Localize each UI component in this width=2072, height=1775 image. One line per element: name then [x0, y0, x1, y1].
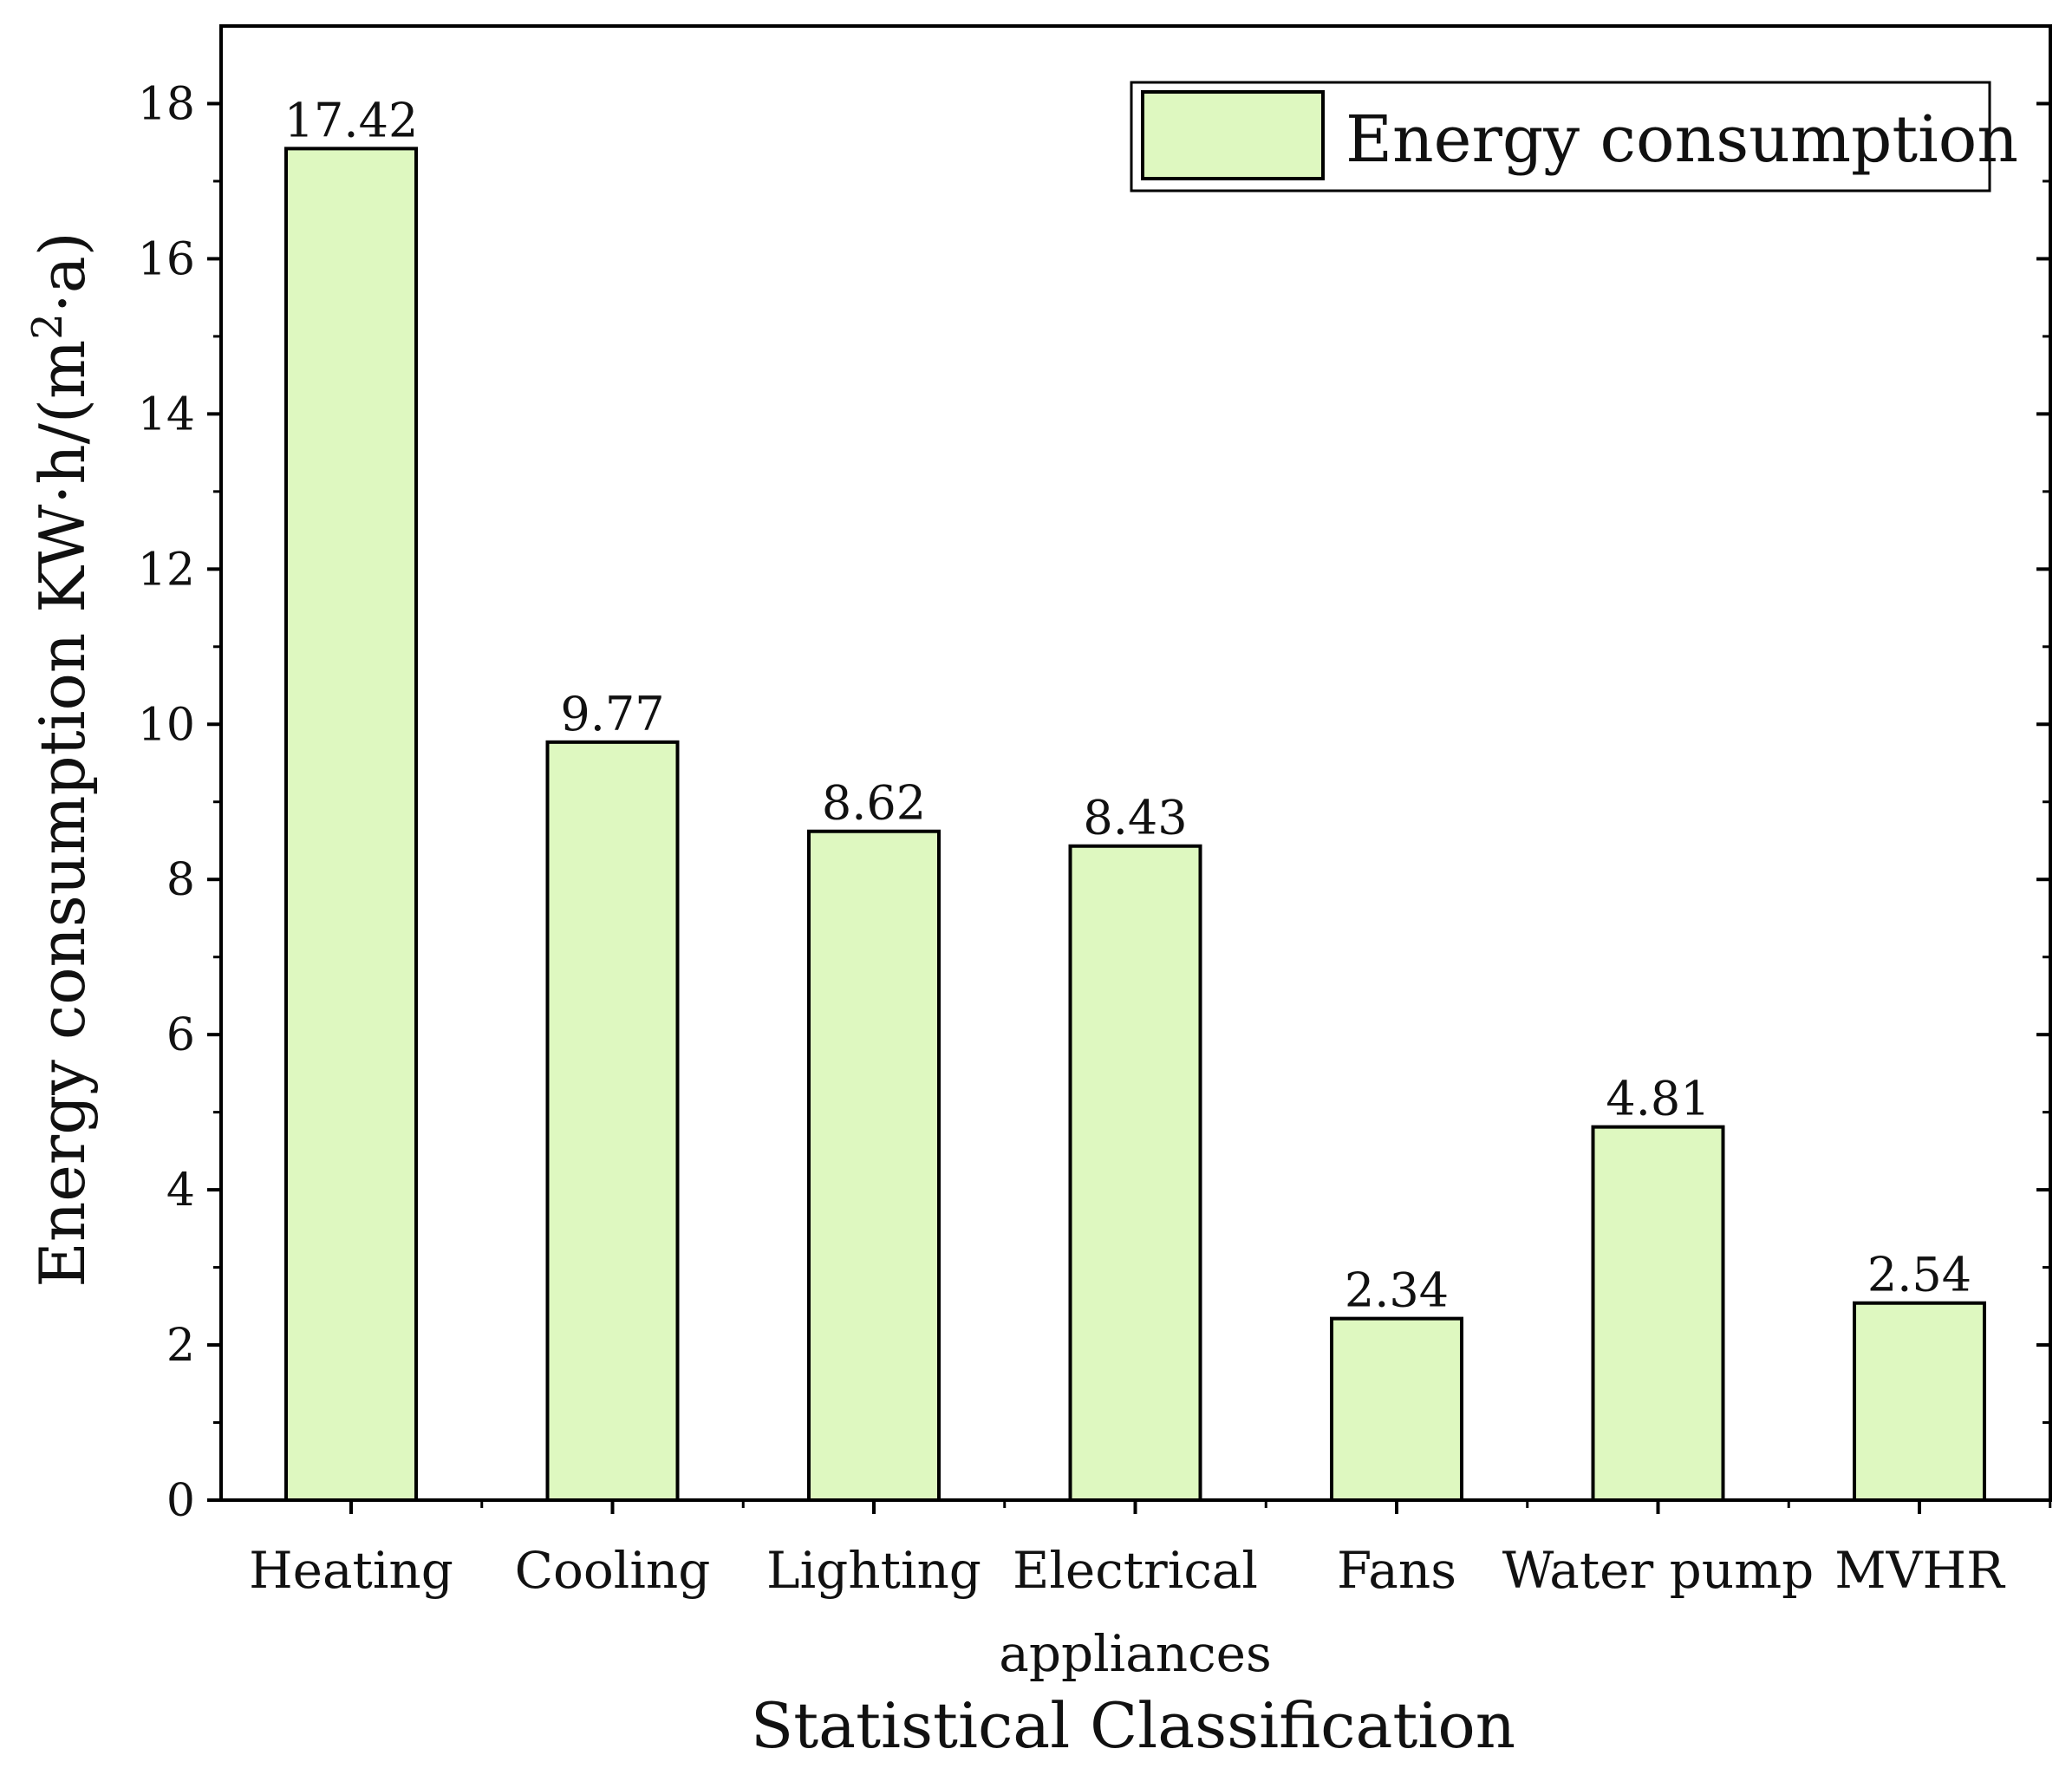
bar	[284, 147, 418, 1503]
y-axis-title: Energy consumption KW·h/(m2·a)	[23, 232, 99, 1287]
y-tick-label: 18	[138, 78, 195, 130]
y-tick-label: 6	[166, 1009, 195, 1061]
y-tick-label: 4	[166, 1165, 195, 1217]
data-labels: 17.42 9.77 8.62 8.43 2.34 4.81 2.54	[284, 93, 1971, 1317]
y-tick-label: 0	[166, 1475, 195, 1527]
x-tick-labels: Heating Cooling Lighting Electrical applianc…	[249, 1541, 2006, 1683]
y-tick-label: 12	[138, 544, 195, 596]
x-tick-label: Lighting	[766, 1541, 981, 1600]
bar	[545, 740, 680, 1502]
data-label: 2.54	[1867, 1248, 1971, 1302]
x-axis-title: Statistical Classification	[751, 1689, 1515, 1762]
data-label: 2.34	[1345, 1263, 1449, 1318]
x-tick-label: Fans	[1337, 1541, 1456, 1600]
bar	[1591, 1125, 1725, 1502]
x-tick-label: Water pump	[1502, 1541, 1815, 1600]
legend-label: Energy consumption	[1345, 102, 2018, 177]
x-tick-label-line: MVHR	[1834, 1541, 2006, 1600]
x-tick-label-line: Water pump	[1502, 1541, 1815, 1600]
data-label: 4.81	[1606, 1072, 1710, 1126]
y-tick-label: 10	[138, 699, 195, 751]
x-tick-label-line: Heating	[249, 1541, 453, 1600]
y-tick-label: 16	[138, 233, 195, 285]
y-tick-labels: 0 2 4 6 8 10 12 14 16 18	[138, 78, 195, 1527]
x-tick-label: Electrical appliances	[999, 1541, 1271, 1683]
x-tick-label-line: Lighting	[766, 1541, 981, 1600]
data-label: 9.77	[560, 687, 664, 741]
data-label: 17.42	[284, 93, 419, 147]
x-tick-label: Heating	[249, 1541, 453, 1600]
y-tick-label: 8	[166, 854, 195, 906]
x-tick-label-line: Electrical	[1013, 1541, 1258, 1600]
x-tick-label-line: appliances	[999, 1624, 1271, 1683]
y-axis-title-sup: 2	[23, 313, 72, 340]
y-axis-title-main: Energy consumption KW·h/(m	[26, 340, 99, 1288]
x-tick-label: MVHR	[1834, 1541, 2006, 1600]
data-label: 8.62	[822, 776, 926, 831]
bar	[807, 829, 941, 1502]
legend-swatch	[1141, 90, 1325, 180]
x-tick-label-line: Fans	[1337, 1541, 1456, 1600]
bar	[1330, 1316, 1463, 1503]
x-tick-label: Cooling	[515, 1541, 711, 1600]
bar	[1068, 844, 1202, 1502]
y-axis-title-tail: ·a)	[26, 232, 99, 313]
y-tick-label: 2	[166, 1320, 195, 1372]
legend: Energy consumption	[1130, 81, 2018, 193]
bars-layer	[284, 147, 1986, 1503]
x-tick-label-line: Cooling	[515, 1541, 711, 1600]
bar	[1853, 1301, 1986, 1502]
data-label: 8.43	[1083, 791, 1187, 845]
y-tick-label: 14	[138, 388, 195, 440]
plot-frame	[219, 24, 2052, 1502]
